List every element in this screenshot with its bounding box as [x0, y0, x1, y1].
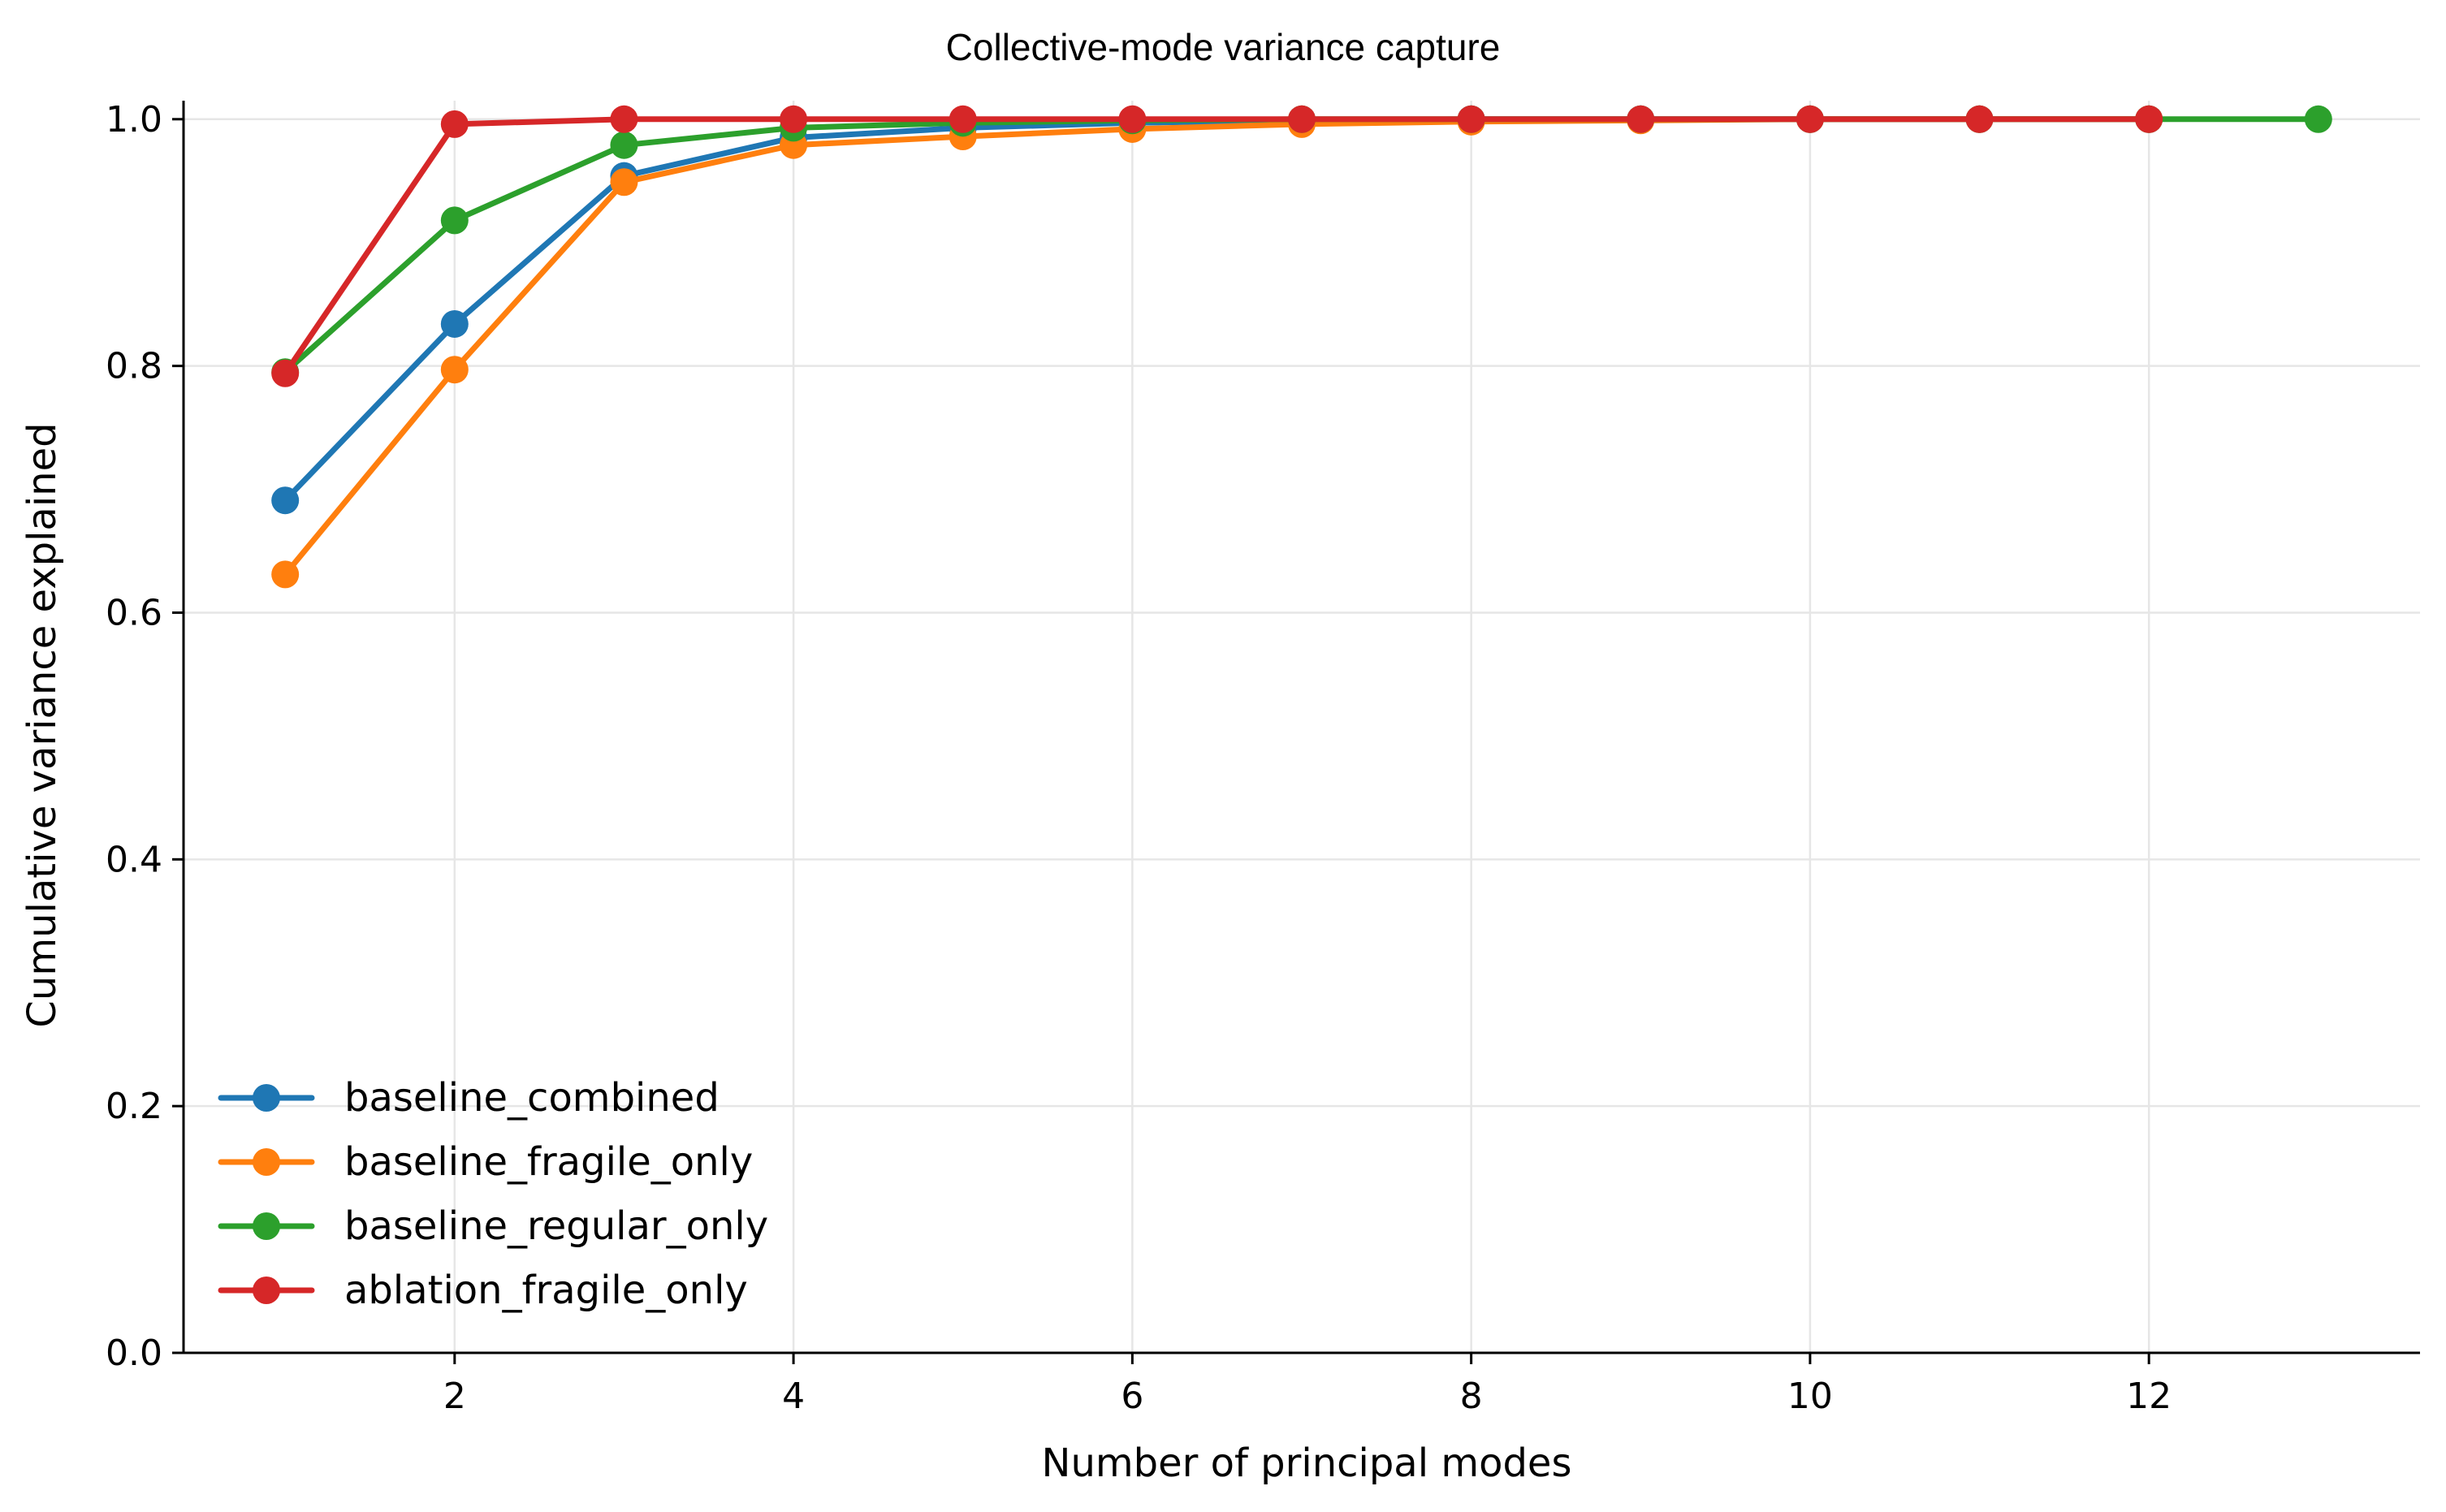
y-tick-label: 0.4: [106, 839, 162, 880]
legend-label-ablation_fragile_only: ablation_fragile_only: [344, 1268, 748, 1313]
data-point-ablation_fragile_only: [949, 105, 977, 133]
x-tick-label: 8: [1460, 1376, 1483, 1417]
legend-swatch-marker-baseline_combined: [253, 1084, 280, 1112]
y-tick-label: 0.6: [106, 592, 162, 633]
data-point-ablation_fragile_only: [440, 110, 469, 138]
data-point-baseline_regular_only: [610, 131, 638, 159]
data-point-ablation_fragile_only: [2135, 105, 2163, 133]
data-point-baseline_fragile_only: [610, 168, 638, 197]
data-point-baseline_fragile_only: [440, 356, 469, 384]
data-point-ablation_fragile_only: [271, 359, 300, 387]
data-point-ablation_fragile_only: [1627, 105, 1655, 133]
data-point-ablation_fragile_only: [1288, 105, 1316, 133]
x-tick-label: 6: [1121, 1376, 1143, 1417]
legend: baseline_combined baseline_fragile_onlyba…: [218, 1075, 768, 1313]
legend-label-baseline_fragile_only: baseline_fragile_only: [344, 1139, 753, 1185]
x-tick-label: 2: [443, 1376, 466, 1417]
axes-layer: [182, 101, 2420, 1354]
series-line-ablation_fragile_only: [282, 116, 2152, 377]
data-point-ablation_fragile_only: [780, 105, 808, 133]
data-point-baseline_fragile_only: [271, 560, 300, 589]
data-point-ablation_fragile_only: [610, 105, 638, 133]
legend-label-baseline_combined: baseline_combined: [344, 1075, 720, 1121]
y-tick-label: 0.8: [106, 346, 162, 387]
legend-swatch-marker-ablation_fragile_only: [253, 1277, 280, 1304]
data-point-ablation_fragile_only: [1118, 105, 1147, 133]
series-line-baseline_regular_only: [282, 116, 2322, 375]
data-point-ablation_fragile_only: [1457, 105, 1485, 133]
x-axis-label: Number of principal modes: [1042, 1441, 1572, 1486]
data-point-ablation_fragile_only: [1796, 105, 1824, 133]
y-tick-label: 0.2: [106, 1086, 162, 1127]
ticks-layer: 2 4 6 8 10 12 0.0 0.2 0.4 0.6 0.8 1.0: [106, 99, 2172, 1417]
data-point-baseline_combined: [440, 309, 469, 338]
series-layer: [271, 105, 2332, 589]
x-tick-label: 4: [782, 1376, 805, 1417]
series-line-baseline_combined: [282, 116, 2152, 503]
chart-title: Collective-mode variance capture: [946, 26, 1501, 68]
x-tick-label: 10: [1787, 1376, 1833, 1417]
y-tick-label: 0.0: [106, 1333, 162, 1374]
data-point-baseline_regular_only: [2304, 105, 2332, 133]
data-point-baseline_combined: [271, 486, 300, 515]
series-line-baseline_fragile_only: [282, 116, 2152, 577]
legend-swatch-marker-baseline_regular_only: [253, 1212, 280, 1240]
x-tick-label: 12: [2126, 1376, 2172, 1417]
legend-label-baseline_regular_only: baseline_regular_only: [344, 1203, 768, 1249]
data-point-baseline_regular_only: [440, 206, 469, 235]
legend-swatch-marker-baseline_fragile_only: [253, 1148, 280, 1176]
y-tick-label: 1.0: [106, 99, 162, 140]
y-axis-label: Cumulative variance explained: [19, 422, 65, 1027]
data-point-ablation_fragile_only: [1965, 105, 1994, 133]
